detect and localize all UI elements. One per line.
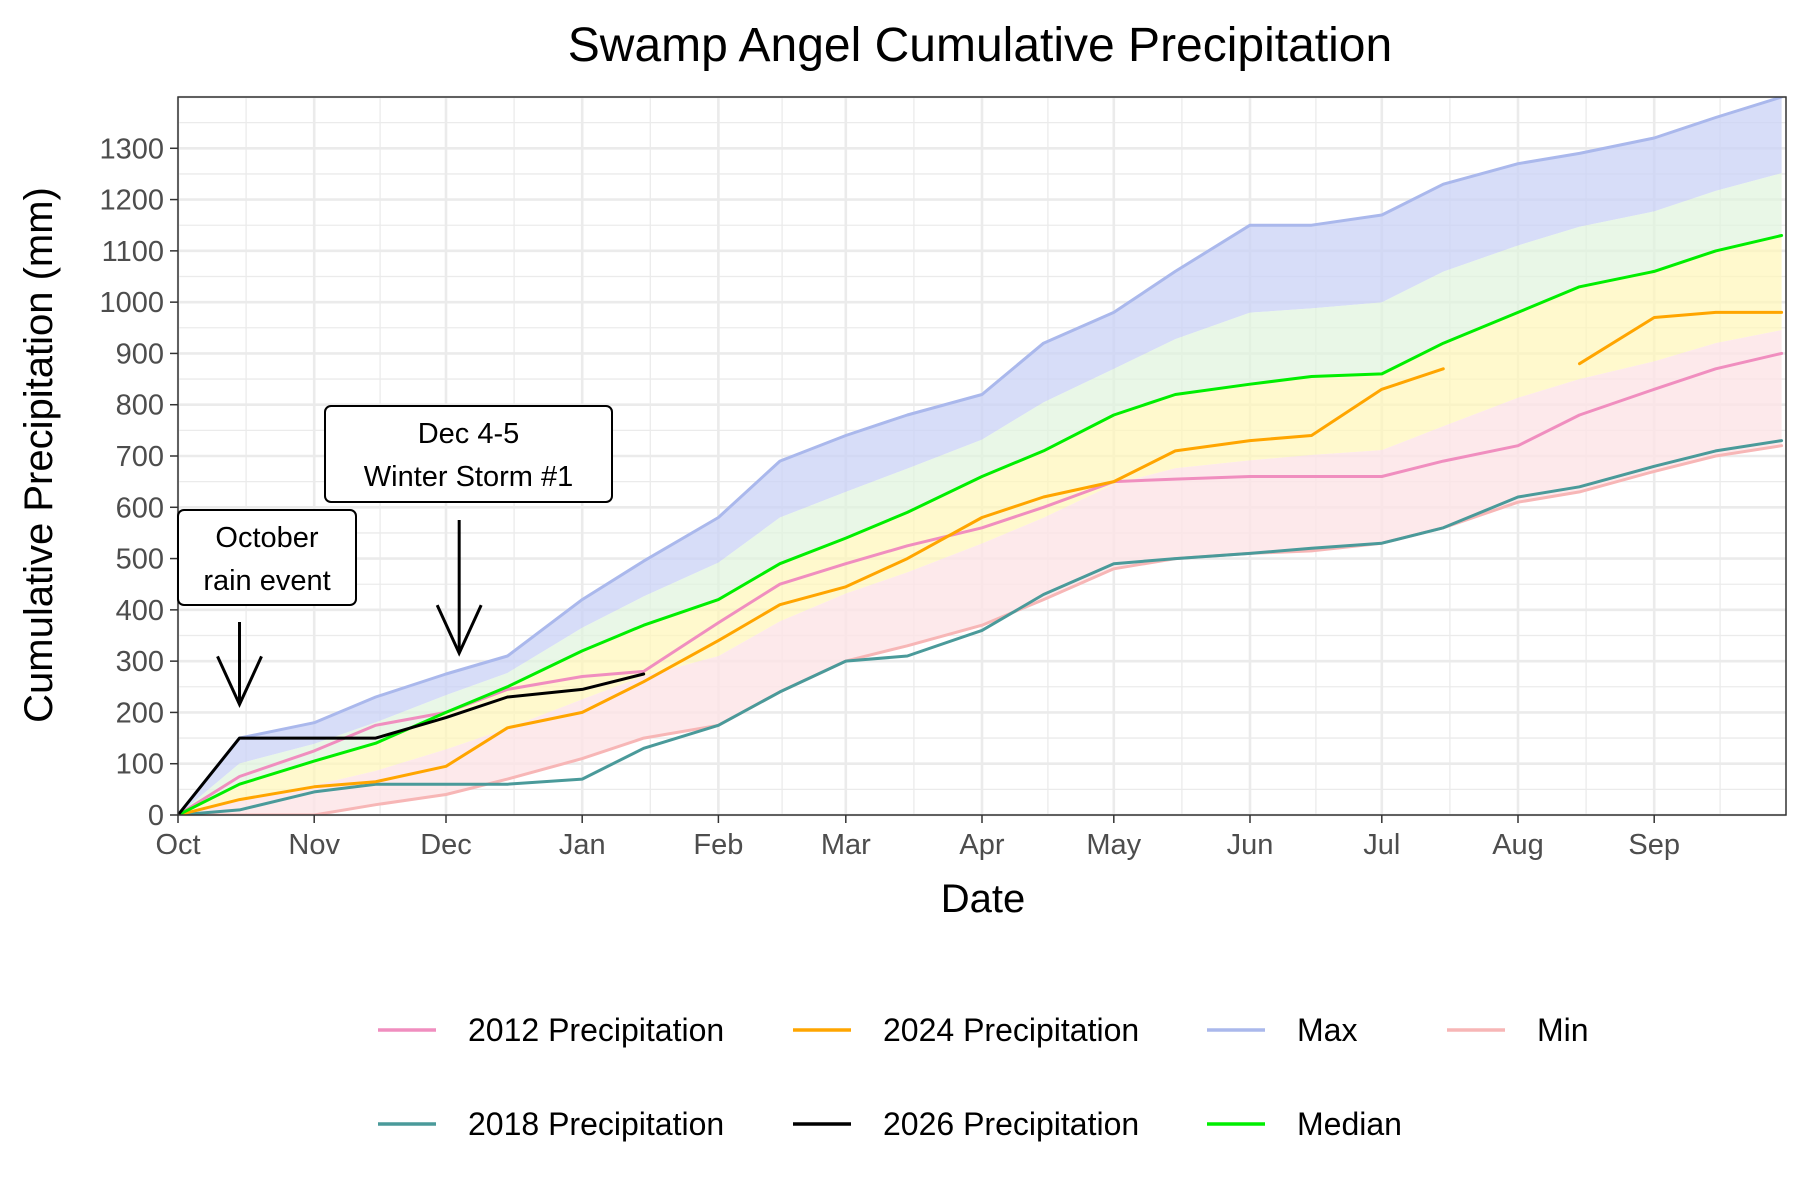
legend-label: Median — [1297, 1106, 1402, 1142]
series-line-2026-precipitation — [178, 672, 646, 815]
y-tick-label: 0 — [148, 800, 164, 832]
x-axis-title: Date — [941, 877, 1026, 921]
data-layer — [178, 97, 1784, 815]
x-tick-label: Nov — [288, 829, 340, 861]
annotation-text: Dec 4-5 — [418, 418, 520, 450]
series-line-median — [178, 234, 1784, 815]
series-line-2018-precipitation — [178, 439, 1784, 815]
x-tick-label: Feb — [693, 829, 743, 861]
annotation-arrow-head — [216, 655, 263, 709]
x-tick-label: Aug — [1492, 829, 1544, 861]
y-tick-label: 500 — [116, 544, 164, 576]
y-tick-label: 900 — [116, 338, 164, 370]
legend-label: 2018 Precipitation — [468, 1106, 724, 1142]
x-tick-label: Sep — [1628, 829, 1680, 861]
chart-title: Swamp Angel Cumulative Precipitation — [568, 19, 1392, 72]
plot-area: 0 100 200 300 400 500 600 700 800 900 1000 1100 1200… — [99, 95, 1787, 861]
legend-label: 2024 Precipitation — [883, 1012, 1139, 1048]
y-tick-label: 600 — [116, 492, 164, 524]
x-tick-label: Jan — [559, 829, 606, 861]
x-tick-label: Mar — [821, 829, 871, 861]
y-tick-label: 700 — [116, 441, 164, 473]
x-tick-label: Jun — [1227, 829, 1274, 861]
band-lower-median — [178, 235, 1782, 815]
annotation-text: October — [215, 522, 318, 554]
annotation-box — [177, 509, 357, 606]
y-tick-label: 1300 — [99, 133, 164, 165]
x-tick-label: Oct — [155, 829, 200, 861]
series-line-max — [178, 97, 1784, 815]
x-tick-label: Jul — [1363, 829, 1400, 861]
y-axis-title: Cumulative Precipitation (mm) — [17, 187, 61, 723]
legend-label: 2026 Precipitation — [883, 1106, 1139, 1142]
y-tick-label: 200 — [116, 697, 164, 729]
band-lower-min — [178, 330, 1782, 815]
annotation-text: rain event — [203, 565, 330, 597]
y-tick-label: 100 — [116, 749, 164, 781]
x-tick-label: May — [1086, 829, 1141, 861]
band-upper-max — [178, 97, 1782, 815]
y-tick-label: 800 — [116, 390, 164, 422]
y-tick-label: 1100 — [102, 236, 164, 268]
legend: 2012 Precipitation 2024 Precipitation Max M… — [378, 1012, 1589, 1142]
legend-label: Min — [1537, 1012, 1589, 1048]
annotation-text: Winter Storm #1 — [364, 461, 574, 493]
annotation: October rain event — [177, 509, 357, 709]
y-tick-label: 1000 — [99, 287, 164, 319]
y-tick-label: 400 — [116, 595, 164, 627]
series-line-2024-precipitation — [178, 310, 1784, 815]
legend-label: 2012 Precipitation — [468, 1012, 724, 1048]
band-upper-median — [178, 173, 1782, 815]
legend-label: Max — [1297, 1012, 1357, 1048]
y-tick-label: 1200 — [99, 185, 164, 217]
annotation-arrow-head — [435, 604, 483, 657]
series-line-min — [178, 444, 1784, 815]
x-tick-label: Dec — [420, 829, 472, 861]
annotation-box — [324, 405, 613, 503]
x-tick-label: Apr — [959, 829, 1004, 861]
annotation: Dec 4-5 Winter Storm #1 — [324, 405, 613, 657]
y-tick-label: 300 — [116, 646, 164, 678]
